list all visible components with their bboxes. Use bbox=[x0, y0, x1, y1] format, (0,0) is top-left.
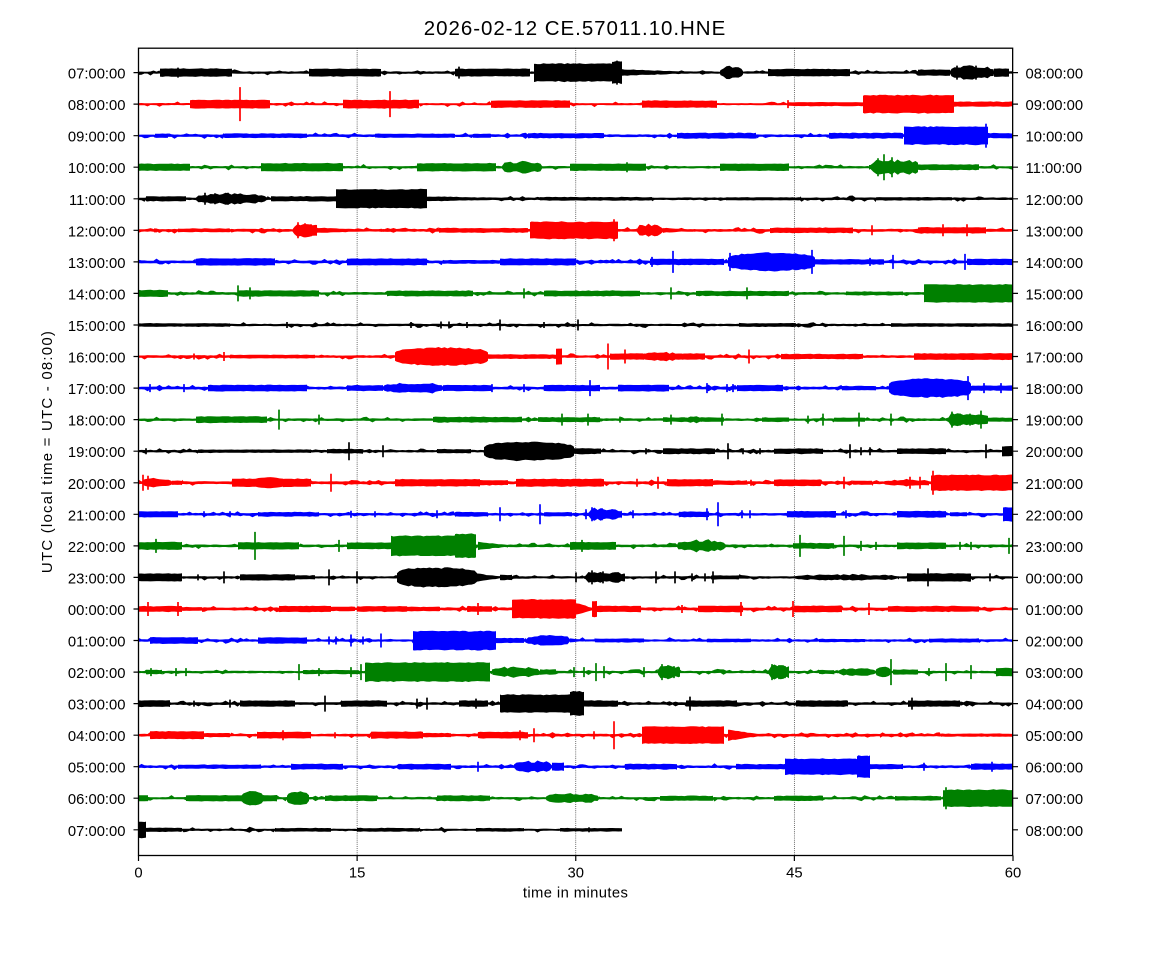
svg-text:02:00:00: 02:00:00 bbox=[68, 666, 126, 682]
svg-text:16:00:00: 16:00:00 bbox=[68, 351, 126, 367]
svg-text:30: 30 bbox=[568, 866, 584, 882]
svg-text:15: 15 bbox=[349, 866, 365, 882]
svg-text:20:00:00: 20:00:00 bbox=[1026, 445, 1084, 461]
svg-text:21:00:00: 21:00:00 bbox=[1026, 477, 1084, 493]
svg-text:13:00:00: 13:00:00 bbox=[1026, 224, 1084, 240]
svg-text:06:00:00: 06:00:00 bbox=[68, 792, 126, 808]
svg-text:time in minutes: time in minutes bbox=[523, 886, 629, 902]
svg-text:09:00:00: 09:00:00 bbox=[68, 130, 126, 146]
svg-text:01:00:00: 01:00:00 bbox=[1026, 603, 1084, 619]
svg-text:19:00:00: 19:00:00 bbox=[1026, 414, 1084, 430]
svg-text:20:00:00: 20:00:00 bbox=[68, 477, 126, 493]
svg-text:21:00:00: 21:00:00 bbox=[68, 508, 126, 524]
svg-text:45: 45 bbox=[786, 866, 802, 882]
svg-text:03:00:00: 03:00:00 bbox=[1026, 666, 1084, 682]
svg-text:23:00:00: 23:00:00 bbox=[1026, 540, 1084, 556]
svg-text:07:00:00: 07:00:00 bbox=[68, 824, 126, 840]
svg-text:23:00:00: 23:00:00 bbox=[68, 571, 126, 587]
svg-text:03:00:00: 03:00:00 bbox=[68, 698, 126, 714]
svg-text:11:00:00: 11:00:00 bbox=[1026, 161, 1083, 177]
svg-text:18:00:00: 18:00:00 bbox=[68, 414, 126, 430]
svg-text:06:00:00: 06:00:00 bbox=[1026, 761, 1084, 777]
svg-text:07:00:00: 07:00:00 bbox=[68, 67, 126, 83]
svg-text:17:00:00: 17:00:00 bbox=[68, 382, 126, 398]
svg-text:16:00:00: 16:00:00 bbox=[1026, 319, 1084, 335]
svg-text:04:00:00: 04:00:00 bbox=[1026, 698, 1084, 714]
svg-text:10:00:00: 10:00:00 bbox=[1026, 130, 1084, 146]
svg-text:00:00:00: 00:00:00 bbox=[1026, 571, 1084, 587]
svg-text:05:00:00: 05:00:00 bbox=[1026, 729, 1084, 745]
svg-text:08:00:00: 08:00:00 bbox=[68, 98, 126, 114]
svg-text:18:00:00: 18:00:00 bbox=[1026, 382, 1084, 398]
svg-text:60: 60 bbox=[1005, 866, 1021, 882]
svg-text:UTC (local time = UTC - 08:00): UTC (local time = UTC - 08:00) bbox=[39, 330, 56, 573]
svg-text:2026-02-12 CE.57011.10.HNE: 2026-02-12 CE.57011.10.HNE bbox=[424, 17, 726, 40]
svg-text:00:00:00: 00:00:00 bbox=[68, 603, 126, 619]
svg-text:15:00:00: 15:00:00 bbox=[1026, 287, 1084, 303]
svg-text:05:00:00: 05:00:00 bbox=[68, 761, 126, 777]
svg-text:12:00:00: 12:00:00 bbox=[68, 224, 126, 240]
svg-text:12:00:00: 12:00:00 bbox=[1026, 193, 1084, 209]
svg-text:22:00:00: 22:00:00 bbox=[1026, 508, 1084, 524]
svg-text:11:00:00: 11:00:00 bbox=[69, 193, 126, 209]
svg-text:0: 0 bbox=[134, 866, 142, 882]
svg-text:17:00:00: 17:00:00 bbox=[1026, 351, 1084, 367]
svg-text:13:00:00: 13:00:00 bbox=[68, 256, 126, 272]
svg-text:04:00:00: 04:00:00 bbox=[68, 729, 126, 745]
svg-text:01:00:00: 01:00:00 bbox=[68, 635, 126, 651]
svg-text:14:00:00: 14:00:00 bbox=[1026, 256, 1084, 272]
svg-text:10:00:00: 10:00:00 bbox=[68, 161, 126, 177]
svg-text:02:00:00: 02:00:00 bbox=[1026, 635, 1084, 651]
svg-text:07:00:00: 07:00:00 bbox=[1026, 792, 1084, 808]
svg-text:14:00:00: 14:00:00 bbox=[68, 287, 126, 303]
svg-text:09:00:00: 09:00:00 bbox=[1026, 98, 1084, 114]
svg-text:15:00:00: 15:00:00 bbox=[68, 319, 126, 335]
svg-text:08:00:00: 08:00:00 bbox=[1026, 67, 1084, 83]
svg-text:22:00:00: 22:00:00 bbox=[68, 540, 126, 556]
svg-text:19:00:00: 19:00:00 bbox=[68, 445, 126, 461]
svg-text:08:00:00: 08:00:00 bbox=[1026, 824, 1084, 840]
